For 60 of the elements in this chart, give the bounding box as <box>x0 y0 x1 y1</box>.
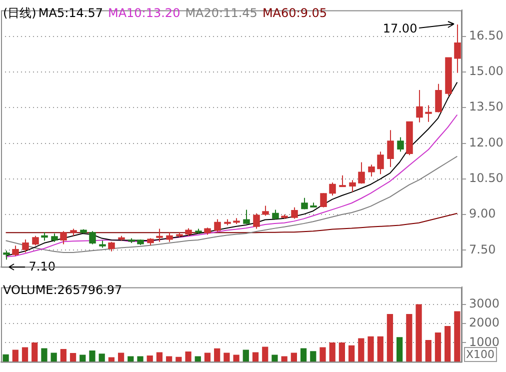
y-tick-label: 2000 <box>469 316 500 330</box>
y-tick-label: 9.00 <box>469 206 496 221</box>
bar <box>300 348 307 362</box>
bar <box>338 342 346 362</box>
bar <box>252 352 259 362</box>
bar <box>444 326 451 362</box>
bar <box>377 336 384 362</box>
y-tick-label: 7.50 <box>469 242 496 256</box>
bar <box>137 356 144 362</box>
bar <box>262 346 268 362</box>
bar <box>368 336 374 362</box>
bar <box>320 347 326 362</box>
bar <box>454 311 460 362</box>
bar <box>12 350 18 362</box>
bar <box>204 352 211 362</box>
chart-title: VOLUME:265796.97 <box>3 283 122 297</box>
bar <box>185 351 192 362</box>
bar <box>396 337 403 362</box>
text: X100 <box>464 346 497 362</box>
bar <box>80 354 86 362</box>
bar <box>60 348 66 362</box>
bar <box>434 332 442 362</box>
bar <box>22 347 28 362</box>
y-tick-label: 3000 <box>469 296 500 311</box>
text: MA5:14.57 <box>38 6 103 20</box>
bar <box>348 345 355 362</box>
chart-title: (日线) <box>3 6 36 20</box>
bar <box>98 354 105 362</box>
annotation: 7.10 <box>28 260 56 274</box>
bar <box>233 354 240 362</box>
bar <box>41 348 48 362</box>
y-tick-label: 13.50 <box>469 100 504 114</box>
bar <box>386 314 394 362</box>
y-tick-label: 10.50 <box>469 171 504 186</box>
bar <box>310 351 316 362</box>
text: MA60:9.05 <box>262 6 328 20</box>
bar <box>89 350 96 362</box>
bar <box>224 352 230 362</box>
bar <box>70 353 76 362</box>
bar <box>416 304 422 362</box>
bar <box>118 352 124 362</box>
bar <box>329 342 336 362</box>
bar <box>406 314 412 362</box>
bar <box>2 354 9 362</box>
bar <box>50 352 57 362</box>
bar <box>358 338 364 362</box>
bar <box>146 355 153 362</box>
bar <box>425 340 432 362</box>
y-tick-label: 15.00 <box>469 64 504 78</box>
bar <box>290 352 297 362</box>
y-tick-label: 12.00 <box>469 135 504 150</box>
bar <box>214 348 220 362</box>
bar <box>32 342 38 362</box>
y-tick-label: 1000 <box>469 334 500 349</box>
bar <box>242 350 249 362</box>
bar <box>156 352 163 362</box>
bar <box>272 354 278 362</box>
bar <box>108 357 115 362</box>
annotation: 17.00 <box>382 21 418 36</box>
y-tick-label: 16.50 <box>469 28 504 42</box>
